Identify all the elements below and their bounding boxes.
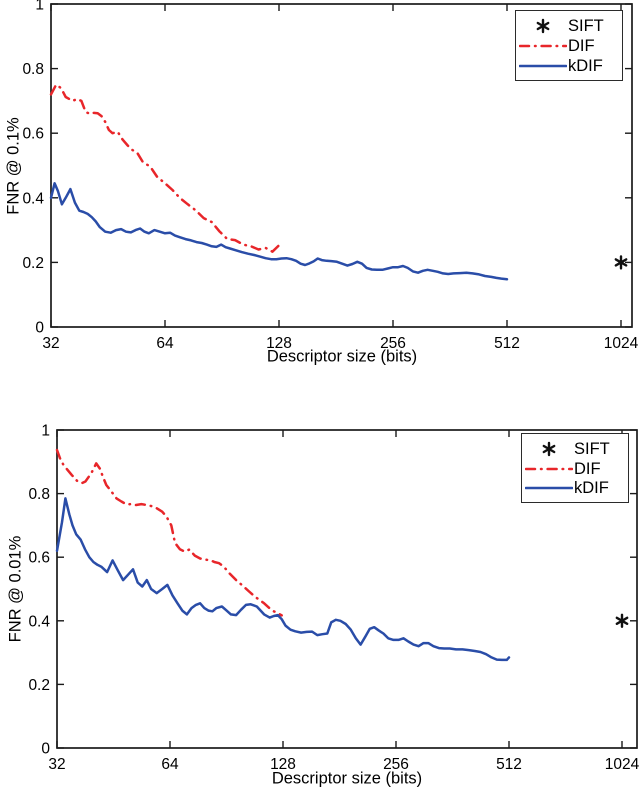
svg-text:0.4: 0.4: [22, 190, 44, 207]
svg-text:0: 0: [35, 320, 44, 337]
y-axis-label-top: FNR @ 0.1%: [4, 117, 23, 215]
sift-asterisk-icon: [524, 440, 574, 458]
svg-text:0.8: 0.8: [28, 486, 50, 503]
svg-text:1024: 1024: [605, 756, 640, 773]
svg-text:128: 128: [266, 335, 292, 352]
svg-text:512: 512: [494, 335, 520, 352]
legend-label-dif: DIF: [574, 459, 601, 478]
dif-dashdot-line-icon: [518, 41, 568, 51]
svg-text:64: 64: [156, 335, 174, 352]
svg-text:0: 0: [41, 741, 50, 758]
svg-text:1: 1: [35, 0, 44, 14]
svg-text:0.8: 0.8: [22, 61, 44, 78]
svg-text:256: 256: [383, 756, 409, 773]
sift-asterisk-icon: [518, 17, 568, 35]
kdif-solid-line-icon: [518, 61, 568, 71]
x-axis-label-top: Descriptor size (bits): [266, 347, 418, 366]
svg-text:0.6: 0.6: [22, 126, 44, 143]
svg-text:512: 512: [496, 756, 522, 773]
legend-entry-sift: SIFT: [524, 440, 626, 458]
legend-label-kdif: kDIF: [574, 478, 609, 497]
legend-entry-dif: DIF: [518, 38, 620, 55]
legend-label-dif: DIF: [568, 37, 595, 55]
svg-text:32: 32: [48, 756, 65, 773]
legend-label-sift: SIFT: [574, 439, 610, 458]
legend-entry-sift: SIFT: [518, 17, 620, 35]
svg-text:128: 128: [270, 756, 296, 773]
x-axis-label-bottom: Descriptor size (bits): [271, 769, 423, 788]
svg-text:1: 1: [41, 423, 50, 440]
legend-entry-dif: DIF: [524, 459, 626, 478]
svg-text:0.2: 0.2: [22, 255, 44, 272]
legend-top: SIFT DIF kDIF: [515, 10, 623, 81]
legend-entry-kdif: kDIF: [524, 480, 626, 497]
legend-bottom: SIFT DIF kDIF: [521, 433, 629, 503]
svg-text:1024: 1024: [604, 335, 639, 352]
legend-label-sift: SIFT: [568, 16, 604, 35]
dif-dashdot-line-icon: [524, 464, 574, 474]
svg-text:0.2: 0.2: [28, 677, 50, 694]
svg-text:256: 256: [380, 335, 406, 352]
y-axis-label-bottom: FNR @ 0.01%: [6, 535, 25, 643]
svg-text:0.4: 0.4: [28, 613, 50, 630]
svg-text:0.6: 0.6: [28, 550, 50, 567]
svg-text:64: 64: [161, 756, 179, 773]
legend-entry-kdif: kDIF: [518, 56, 620, 75]
legend-label-kdif: kDIF: [568, 56, 603, 75]
svg-text:32: 32: [42, 335, 59, 352]
kdif-solid-line-icon: [524, 483, 574, 493]
